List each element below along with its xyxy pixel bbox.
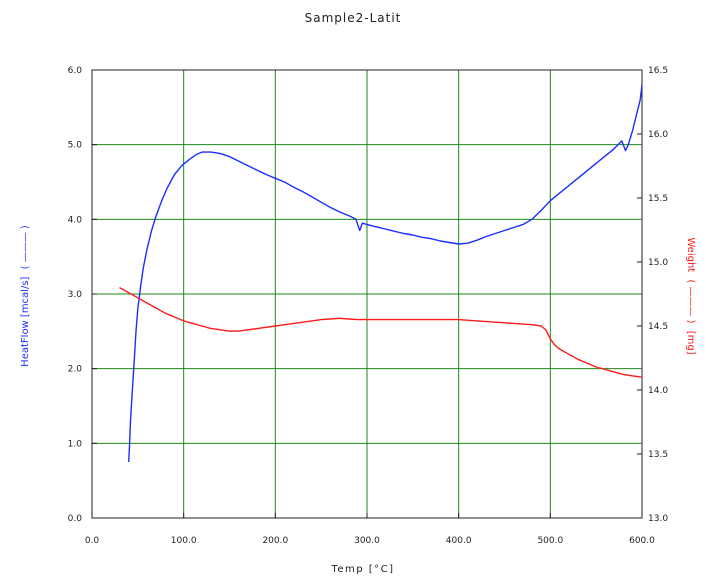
y2-axis-label-group: Weight ( ——— ) [mg] xyxy=(685,237,696,354)
x-tick-label: 500.0 xyxy=(537,536,563,546)
y-tick-label: 1.0 xyxy=(68,439,83,449)
y2-tick-labels: 13.0 13.5 14.0 14.5 15.0 15.5 16.0 16.5 xyxy=(637,66,668,524)
series-layer xyxy=(119,84,643,463)
y-tick-label: 4.0 xyxy=(68,215,83,225)
y2-tick-label: 14.5 xyxy=(648,322,668,332)
x-tick-label: 400.0 xyxy=(446,536,472,546)
y-axis-label: HeatFlow [mcal/s] ( ——— ) xyxy=(20,225,31,367)
grid-lines xyxy=(92,70,642,518)
x-axis-label: Temp [°C] xyxy=(330,564,394,575)
y-tick-label: 3.0 xyxy=(68,290,83,300)
y-tick-label: 5.0 xyxy=(68,141,83,151)
y-tick-label: 6.0 xyxy=(68,66,83,76)
y2-axis-label-units: [mg] xyxy=(685,331,696,355)
x-tick-label: 0.0 xyxy=(85,536,100,546)
y-axis-label-text: HeatFlow [mcal/s] xyxy=(20,276,31,366)
chart-title: Sample2-Latit xyxy=(305,11,402,25)
y2-tick-label: 15.0 xyxy=(648,258,668,268)
heatflow-series-line xyxy=(128,84,643,463)
y2-tick-label: 13.5 xyxy=(648,450,668,460)
x-tick-label: 100.0 xyxy=(171,536,197,546)
weight-series-line xyxy=(119,286,643,378)
x-tick-labels: 0.0 100.0 200.0 300.0 400.0 500.0 600.0 xyxy=(85,513,655,546)
x-tick-label: 200.0 xyxy=(262,536,288,546)
y-tick-label: 0.0 xyxy=(68,514,83,524)
y2-tick-label: 16.5 xyxy=(648,66,668,76)
y-tick-labels: 0.0 1.0 2.0 3.0 4.0 5.0 6.0 xyxy=(68,66,97,524)
y2-axis-label-prefix: Weight xyxy=(685,237,696,272)
y-axis-label-group: HeatFlow [mcal/s] ( ——— ) xyxy=(20,225,31,367)
y2-axis-label-marker: ( ——— ) xyxy=(685,279,696,323)
y-tick-label: 2.0 xyxy=(68,365,83,375)
y2-tick-label: 14.0 xyxy=(648,386,668,396)
y-axis-label-marker: ( ——— ) xyxy=(20,225,31,269)
x-tick-label: 300.0 xyxy=(354,536,380,546)
y2-tick-label: 13.0 xyxy=(648,514,668,524)
x-tick-label: 600.0 xyxy=(629,536,655,546)
y2-tick-label: 15.5 xyxy=(648,194,668,204)
y2-axis-label: Weight ( ——— ) [mg] xyxy=(685,237,696,354)
y2-tick-label: 16.0 xyxy=(648,130,668,140)
